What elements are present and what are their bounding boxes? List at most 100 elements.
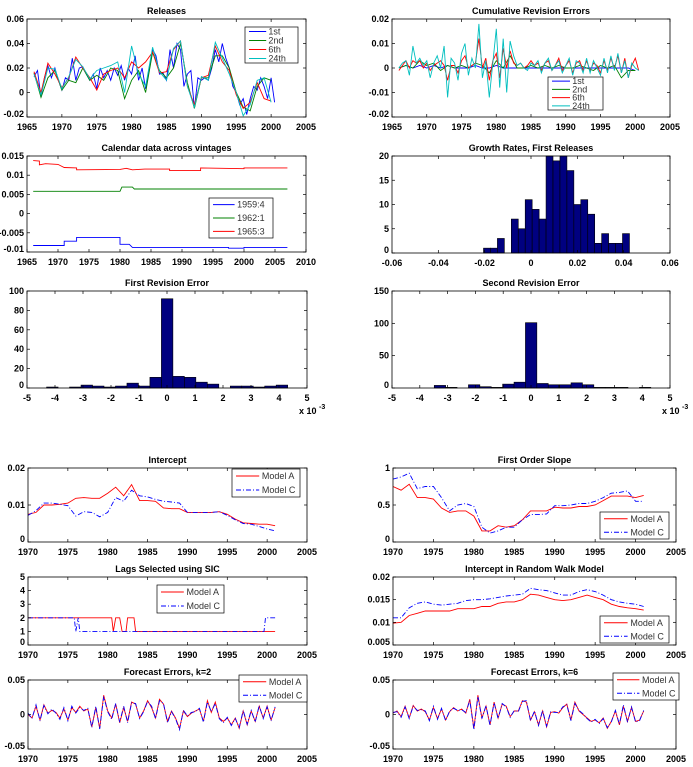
x-tick-label: 1970 xyxy=(52,122,72,132)
legend-label: Model C xyxy=(186,601,220,611)
y-tick-label: 100 xyxy=(374,318,389,328)
legend-label: Model C xyxy=(642,688,676,698)
series-line-model-c xyxy=(393,587,644,619)
y-tick-label: 0.015 xyxy=(1,151,24,161)
legend-label: 24th xyxy=(268,54,286,64)
histogram-bar xyxy=(570,382,583,389)
x-tick-label: 1975 xyxy=(451,122,471,132)
y-tick-label: -0.01 xyxy=(3,244,24,254)
x-tick-label: 1980 xyxy=(464,754,484,764)
y-tick-label: 0.05 xyxy=(372,675,390,685)
y-tick-label: 50 xyxy=(379,351,389,361)
series-line-model-c xyxy=(28,617,276,632)
x-tick-label: 1990 xyxy=(177,754,197,764)
plot-area xyxy=(33,160,288,249)
x-tick-label: 1995 xyxy=(217,754,237,764)
x-tick-label: 0.06 xyxy=(661,258,679,268)
legend-label: 1965:3 xyxy=(237,226,265,236)
x-tick-label: 2000 xyxy=(261,122,281,132)
legend-label: Model C xyxy=(630,527,664,537)
histogram-bar xyxy=(547,384,560,389)
x-tick-label: 1975 xyxy=(423,547,443,557)
x-tick-label: -1 xyxy=(499,393,507,403)
histogram-bar xyxy=(538,218,547,254)
x-tick-label: 1970 xyxy=(18,650,38,660)
x-tick-label: 1985 xyxy=(504,650,524,660)
x-tick-label: 2005 xyxy=(666,754,686,764)
x-tick-label: 1985 xyxy=(521,122,541,132)
legend: Model A Model C xyxy=(231,468,301,498)
histogram-bar xyxy=(587,213,596,254)
plot-area xyxy=(398,23,640,98)
legend-box xyxy=(156,584,225,614)
histogram-bar xyxy=(195,381,208,389)
x-tick-label: -1 xyxy=(135,393,143,403)
legend-label: Model A xyxy=(186,587,219,597)
x-tick-label: 1985 xyxy=(138,650,158,660)
series-line-model-a xyxy=(28,483,276,527)
histogram-bar xyxy=(525,322,538,389)
legend-label: 1959:4 xyxy=(237,200,265,210)
y-tick-label: 150 xyxy=(374,286,389,296)
legend-label: 2nd xyxy=(268,36,283,46)
x-tick-label: 1980 xyxy=(464,547,484,557)
histogram-bar xyxy=(524,199,533,254)
histogram-bar xyxy=(207,383,220,389)
x-tick-label: 1970 xyxy=(18,754,38,764)
histogram-bar xyxy=(608,243,616,254)
x-tick-label: 1985 xyxy=(141,257,161,267)
legend-label: 6th xyxy=(572,93,585,103)
series-line-model-c xyxy=(393,472,644,534)
subplot-4: First Revision Error -5 -4 -3 -2 -1 0 1 2 3 4 5 0 20 4… xyxy=(9,278,325,416)
x-tick-label: 3 xyxy=(248,393,253,403)
x-tick-label: 1980 xyxy=(110,257,130,267)
y-tick-label: 5 xyxy=(20,572,25,582)
y-tick-label: 0.04 xyxy=(6,39,24,49)
x-tick-label: -4 xyxy=(416,393,424,403)
subplot-8: Lags Selected using SIC 1970 1975 1980 1985 1… xyxy=(18,564,317,660)
x-tick-label: 4 xyxy=(640,393,645,403)
series-line-model-a xyxy=(393,483,644,532)
x-tick-label: 1970 xyxy=(18,547,38,557)
legend-label: 1st xyxy=(572,76,585,86)
y-tick-label: 0 xyxy=(19,209,24,219)
x-tick-label: 1995 xyxy=(585,547,605,557)
y-tick-label: -0.01 xyxy=(368,88,389,98)
chart-title: Forecast Errors, k=2 xyxy=(124,667,211,677)
series-line-1959-4 xyxy=(33,236,288,249)
histogram-bar xyxy=(545,155,554,254)
x-tick-label: 5 xyxy=(304,393,309,403)
plot-area xyxy=(483,155,630,254)
y-tick-label: 0 xyxy=(385,710,390,720)
x-tick-label: 1975 xyxy=(423,650,443,660)
y-tick-label: 0.05 xyxy=(7,675,25,685)
y-tick-label: 5 xyxy=(384,224,389,234)
subplot-3: Growth Rates, First Releases -0.06 -0.04 -0… xyxy=(379,143,679,268)
axes-box xyxy=(392,576,677,646)
x-tick-label: -5 xyxy=(388,393,396,403)
y-tick-label: 1 xyxy=(20,626,25,636)
y-tick-label: 0.02 xyxy=(6,63,24,73)
x-tick-label: 1 xyxy=(192,393,197,403)
y-tick-label: 0.01 xyxy=(6,170,24,180)
x-tick-label: -2 xyxy=(471,393,479,403)
histogram-bar xyxy=(531,209,540,254)
x-tick-label: 2 xyxy=(584,393,589,403)
histogram-bar xyxy=(559,155,568,254)
chart-title: Intercept xyxy=(148,455,186,465)
y-tick-label: 1 xyxy=(385,463,390,473)
legend-label: 1962:1 xyxy=(237,213,265,223)
legend-label: Model A xyxy=(630,514,663,524)
y-tick-label: 0.01 xyxy=(371,39,389,49)
x-tick-label: 0 xyxy=(164,393,169,403)
y-tick-label: 10 xyxy=(379,200,389,210)
y-tick-label: 0.015 xyxy=(367,595,390,605)
y-tick-label: 0 xyxy=(384,380,389,390)
x-tick-label: 2 xyxy=(220,393,225,403)
y-tick-label: 0 xyxy=(384,245,389,255)
x-axis-exponent: -3 xyxy=(319,404,325,411)
axes-box xyxy=(27,576,308,646)
y-tick-label: -0.02 xyxy=(368,109,389,119)
x-tick-label: -3 xyxy=(444,393,452,403)
